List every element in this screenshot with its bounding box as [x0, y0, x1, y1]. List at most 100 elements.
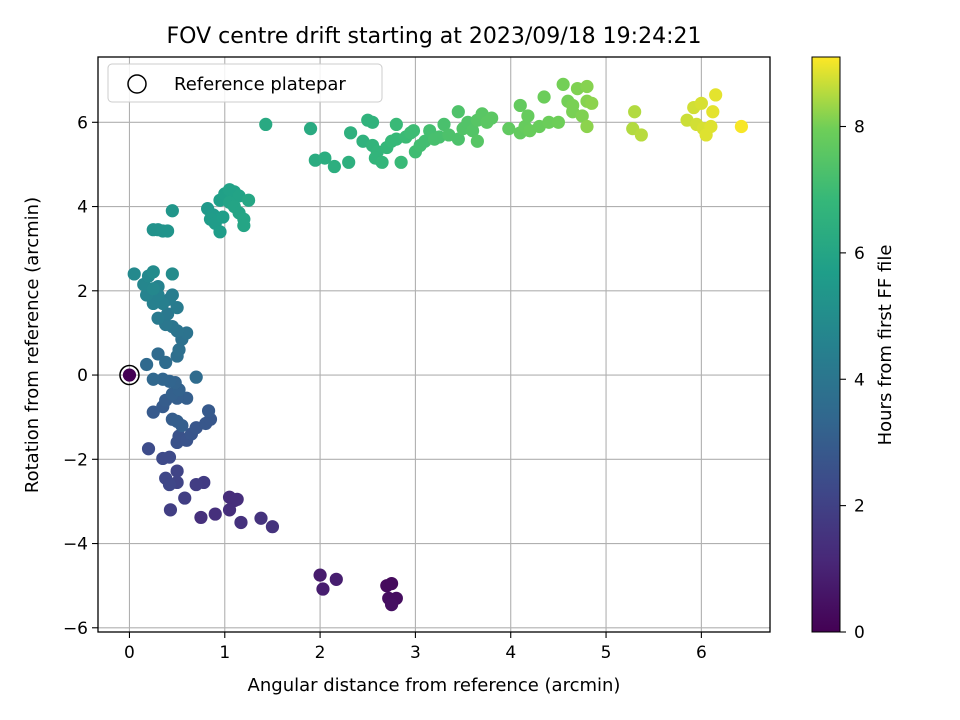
data-point — [163, 503, 178, 517]
data-point — [208, 507, 222, 521]
x-tick-label: 5 — [601, 643, 612, 663]
grid — [98, 57, 770, 632]
y-tick-label: 0 — [77, 366, 88, 386]
data-point — [384, 576, 399, 591]
y-tick-label: 2 — [77, 282, 88, 302]
data-point — [146, 265, 160, 279]
data-point — [466, 124, 480, 138]
y-tick-label: 4 — [77, 198, 88, 218]
data-point — [580, 79, 594, 94]
legend: Reference platepar — [107, 63, 383, 103]
data-point — [704, 119, 718, 134]
data-point — [342, 155, 356, 169]
y-axis-ticks: −6 −4 −2 0 2 4 6 — [63, 113, 98, 639]
data-point — [178, 491, 192, 505]
colorbar — [811, 56, 841, 633]
data-point — [230, 492, 244, 506]
data-point — [318, 151, 332, 165]
data-point — [303, 122, 318, 136]
y-tick-label: −6 — [63, 619, 88, 639]
data-point — [537, 90, 551, 104]
data-point — [406, 124, 421, 138]
data-point — [585, 96, 599, 110]
reference-platepar-marker — [119, 364, 140, 386]
data-point — [189, 477, 203, 492]
data-point — [313, 568, 327, 582]
x-tick-label: 4 — [505, 643, 516, 663]
data-point — [389, 117, 403, 131]
data-point — [566, 98, 580, 113]
data-point — [162, 450, 177, 464]
data-point — [170, 464, 184, 478]
data-point — [451, 105, 465, 119]
data-point — [151, 311, 165, 325]
data-point — [194, 510, 208, 525]
plot-frame — [97, 56, 771, 633]
data-point — [521, 109, 535, 123]
data-point — [734, 119, 749, 134]
data-point — [709, 88, 723, 102]
x-tick-label: 0 — [124, 643, 135, 663]
data-point — [580, 119, 594, 134]
y-axis-label: Rotation from reference (arcmin) — [22, 197, 43, 493]
data-point — [254, 511, 268, 525]
data-point — [437, 117, 451, 131]
data-point — [575, 109, 589, 123]
colorbar-tick-label: 8 — [854, 118, 865, 138]
data-point — [375, 155, 389, 169]
colorbar-tick-label: 2 — [854, 497, 865, 517]
data-point — [242, 193, 256, 207]
data-point — [451, 132, 465, 146]
data-point — [485, 111, 499, 125]
data-point — [513, 98, 527, 113]
legend-box — [107, 63, 383, 103]
data-point — [706, 105, 720, 119]
data-point — [237, 218, 251, 233]
data-point — [189, 370, 203, 384]
data-point — [213, 225, 227, 239]
data-point — [551, 115, 565, 129]
data-point — [146, 372, 160, 386]
data-point — [394, 155, 408, 169]
colorbar-tick-label: 6 — [854, 244, 865, 264]
x-tick-label: 6 — [696, 643, 707, 663]
legend-entry-label: Reference platepar — [174, 74, 346, 95]
data-point — [329, 572, 343, 586]
x-tick-label: 2 — [315, 643, 326, 663]
y-tick-label: −4 — [63, 535, 88, 555]
data-point — [470, 134, 484, 148]
data-point — [127, 267, 141, 281]
data-point — [216, 210, 230, 224]
data-point — [365, 115, 380, 129]
data-point — [234, 515, 248, 530]
y-tick-label: 6 — [77, 113, 88, 133]
data-point — [162, 477, 177, 492]
x-axis-label: Angular distance from reference (arcmin) — [248, 675, 621, 696]
data-point — [146, 405, 160, 419]
data-point — [180, 391, 194, 405]
data-point — [628, 105, 642, 119]
data-point — [316, 582, 330, 596]
legend-reference-marker — [127, 74, 147, 94]
data-point — [159, 355, 173, 370]
data-point — [175, 418, 189, 433]
data-point — [160, 224, 175, 238]
data-point — [542, 115, 556, 129]
data-point — [201, 404, 216, 418]
data-point — [165, 204, 179, 218]
data-point — [556, 77, 570, 91]
data-point — [122, 368, 137, 382]
x-tick-label: 3 — [410, 643, 421, 663]
data-point — [140, 357, 154, 372]
data-point — [694, 96, 708, 110]
data-point — [343, 126, 358, 140]
colorbar-ticks: 0 2 4 6 8 — [840, 118, 865, 643]
data-point — [259, 117, 273, 131]
data-point — [146, 282, 160, 296]
data-point — [141, 442, 156, 456]
y-tick-label: −2 — [63, 450, 88, 470]
x-axis-ticks: 0 1 2 3 4 5 6 — [124, 632, 707, 663]
x-tick-label: 1 — [219, 643, 230, 663]
colorbar-tick-label: 4 — [854, 370, 865, 390]
